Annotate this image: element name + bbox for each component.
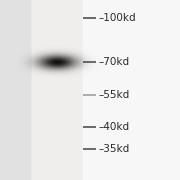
Text: –70kd: –70kd [98,57,129,67]
Bar [31,2,83,178]
Bar [83,0,180,180]
Text: –40kd: –40kd [98,122,129,132]
Text: –35kd: –35kd [98,143,129,154]
Text: –55kd: –55kd [98,89,129,100]
Text: –100kd: –100kd [98,13,136,23]
